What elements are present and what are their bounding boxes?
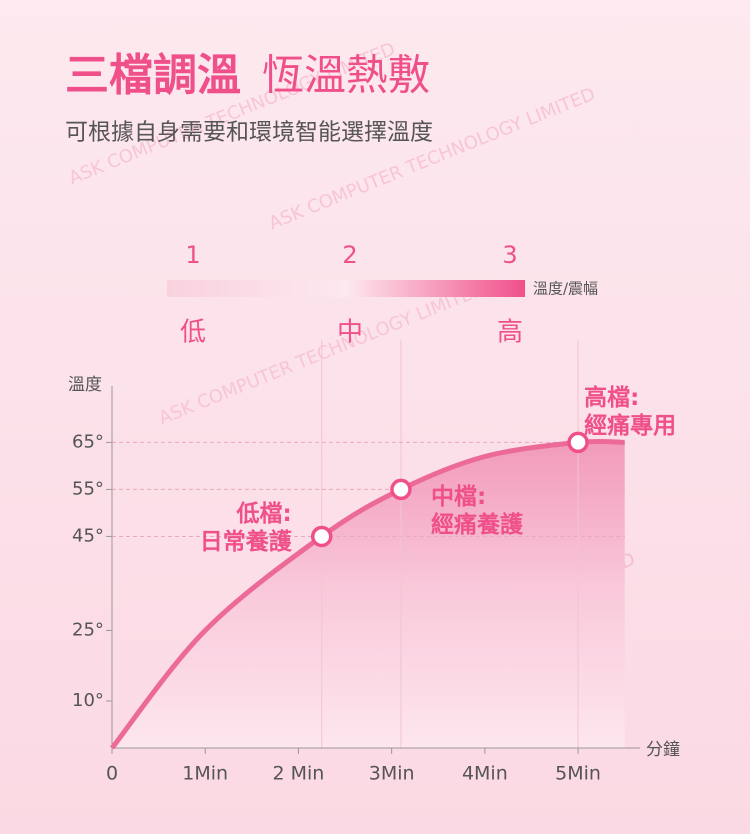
x-axis-label: 分鐘 (646, 740, 680, 760)
point-marker (567, 431, 589, 454)
x-tick-label: 3Min (369, 763, 415, 785)
area (112, 441, 625, 748)
y-tick-label: 45° (72, 525, 104, 546)
point-marker (390, 478, 412, 501)
annotation: 經痛專用 (584, 412, 676, 439)
level-name: 高 (497, 318, 523, 348)
x-tick-label: 2 Min (273, 763, 325, 785)
x-tick-label: 0 (106, 763, 118, 785)
annotation: 低檔: (236, 501, 292, 527)
level-number: 2 (342, 241, 357, 269)
subtitle: 可根據自身需要和環境智能選擇溫度 (65, 120, 433, 146)
line (110, 438, 625, 750)
x-tick-label: 4Min (462, 763, 508, 785)
x-tick-label: 5Min (555, 763, 601, 785)
point-marker (310, 525, 333, 548)
y-axis-label: 溫度 (68, 375, 102, 395)
level-bar-label: 溫度/震幅 (533, 280, 598, 298)
level-number: 3 (502, 241, 517, 269)
annotation: 高檔: (584, 384, 639, 411)
y-tick-label: 65° (72, 431, 104, 452)
annotation: 日常養護 (200, 528, 293, 555)
y-tick-label: 25° (72, 619, 104, 640)
level-name: 中 (337, 318, 363, 348)
title-light: 恆溫熱敷 (262, 51, 430, 100)
level-bar (167, 280, 525, 297)
annotation: 中檔: (431, 484, 486, 510)
level-number: 1 (185, 241, 200, 269)
y-tick-label: 55° (72, 478, 104, 499)
y-tick-label: 10° (72, 690, 104, 711)
level-name: 低 (180, 318, 206, 348)
title-bold: 三檔調溫 (65, 50, 241, 101)
annotation: 經痛養護 (431, 511, 524, 538)
x-tick-label: 1Min (182, 763, 228, 785)
